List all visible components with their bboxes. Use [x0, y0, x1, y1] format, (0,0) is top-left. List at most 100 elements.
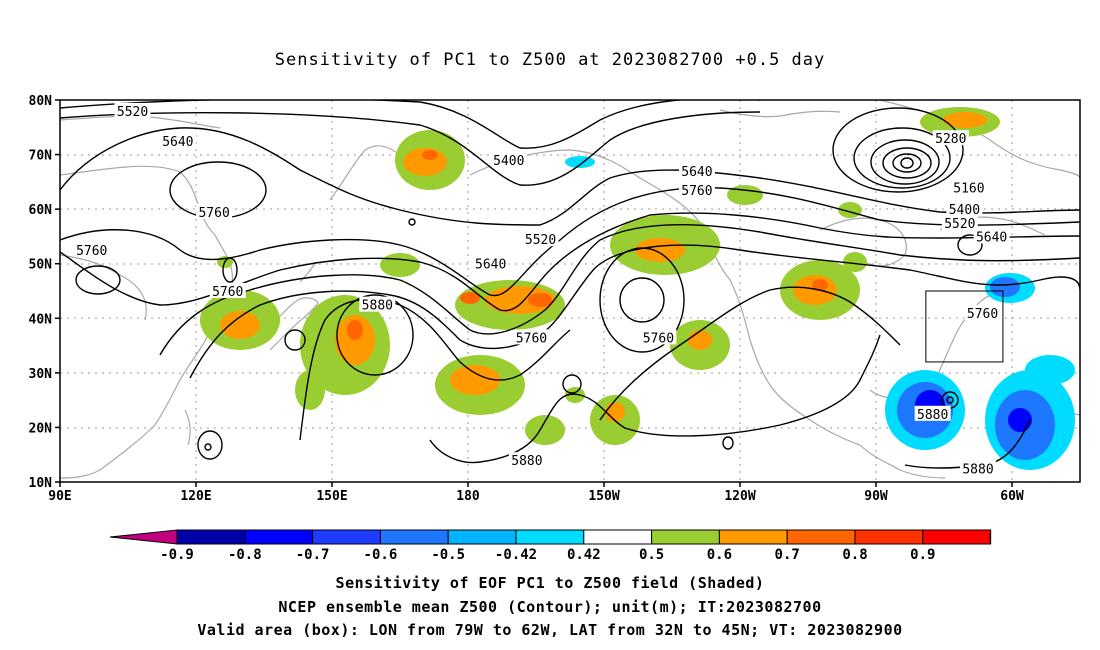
lat-label: 60N — [29, 203, 53, 218]
map-frame — [59, 99, 1081, 483]
contour-label: 5640 — [475, 258, 506, 273]
latitude-axis: 80N 70N 60N 50N 40N 30N 20N 10N — [29, 94, 60, 491]
contour-label: 5280 — [935, 132, 966, 147]
lon-label: 90W — [864, 489, 888, 504]
contour-labels: 5520564057605760576058805400552056405760… — [73, 102, 1010, 477]
contour-label-bg — [114, 102, 151, 118]
colorbar-swatch — [447, 529, 517, 545]
contour-label: 5160 — [953, 181, 984, 196]
colorbar-label: -0.7 — [296, 547, 330, 563]
contour-label-bg — [209, 283, 246, 298]
contour-label: 5880 — [362, 299, 393, 314]
contour-label-bg — [359, 296, 396, 312]
colorbar-label: -0.5 — [431, 547, 465, 563]
colorbar-label: -0.8 — [228, 547, 262, 563]
contour-label-bg — [513, 329, 550, 345]
lon-label: 150E — [316, 489, 347, 504]
lat-label: 80N — [29, 94, 53, 109]
lon-label: 120E — [180, 489, 211, 504]
contour-label-bg — [508, 452, 545, 468]
colorbar-label: 0.9 — [910, 547, 935, 563]
contour-label-bg — [932, 130, 969, 146]
contour-label-bg — [640, 329, 677, 345]
contour-label: 5760 — [212, 285, 243, 300]
lon-label: 120W — [724, 489, 755, 504]
contour-label: 5760 — [516, 331, 547, 346]
contour-label: 5640 — [976, 230, 1007, 245]
colorbar-swatch — [651, 529, 720, 545]
lon-label: 60W — [1000, 489, 1024, 504]
contour-label-bg — [159, 132, 196, 148]
lat-label: 30N — [29, 367, 53, 382]
contour-label-bg — [964, 304, 1001, 320]
contour-label-bg — [678, 182, 715, 198]
z500-contours — [60, 100, 1080, 469]
contour-label-bg — [472, 255, 509, 271]
colorbar-arrow-right — [989, 529, 992, 545]
contour-label-bg — [950, 179, 987, 195]
colorbar-swatch — [515, 529, 585, 545]
contour-label: 5880 — [917, 408, 948, 423]
colorbar-swatch — [244, 529, 314, 545]
contour-label-bg — [973, 228, 1010, 244]
contour-label-bg — [678, 162, 715, 178]
contour-label: 5640 — [162, 135, 193, 150]
colorbar-swatch — [583, 529, 653, 545]
longitude-axis: 90E 120E 150E 180 150W 120W 90W 60W — [48, 482, 1024, 504]
lat-label: 10N — [29, 476, 53, 491]
colorbar-swatch — [176, 529, 246, 545]
contour-label: 5760 — [967, 307, 998, 322]
negative-sensitivity-shading — [565, 156, 1075, 470]
colorbar-label: -0.9 — [160, 547, 194, 563]
colorbar-swatch — [379, 529, 449, 545]
contour-label-bg — [73, 242, 110, 258]
contour-label-bg — [946, 201, 983, 217]
contour-label-bg — [490, 152, 527, 168]
contour-label: 5520 — [944, 217, 975, 232]
contour-label-bg — [960, 460, 996, 476]
lat-label: 40N — [29, 312, 53, 327]
lat-label: 70N — [29, 149, 53, 164]
valid-area-box[interactable] — [925, 290, 1004, 363]
lat-label: 20N — [29, 421, 53, 436]
caption-line-3: Valid area (box): LON from 79W to 62W, L… — [197, 621, 903, 639]
colorbar-label: 0.6 — [707, 547, 732, 563]
colorbar-swatch — [786, 529, 856, 545]
contour-label: 5760 — [681, 184, 712, 199]
colorbar-swatch — [922, 529, 992, 545]
contour-label: 5880 — [511, 454, 542, 469]
colorbar-label: -0.42 — [495, 547, 537, 563]
colorbar-label: 0.5 — [639, 547, 664, 563]
contour-label: 5760 — [643, 331, 674, 346]
colorbar-swatch — [312, 529, 381, 545]
contour-label: 5520 — [525, 233, 556, 248]
contour-label: 5760 — [198, 206, 229, 221]
contour-label-bg — [914, 405, 951, 421]
colorbar-label: -0.6 — [364, 547, 398, 563]
colorbar-label: 0.8 — [842, 547, 867, 563]
caption-line-2: NCEP ensemble mean Z500 (Contour); unit(… — [278, 598, 822, 616]
caption-line-1: Sensitivity of EOF PC1 to Z500 field (Sh… — [335, 574, 765, 592]
colorbar — [109, 529, 992, 545]
map-title: Sensitivity of PC1 to Z500 at 2023082700… — [274, 50, 826, 70]
contour-label-bg — [196, 203, 233, 219]
colorbar-labels: -0.9 -0.8 -0.7 -0.6 -0.5 -0.42 0.42 0.5 0.6 0.7 0.… — [160, 547, 935, 563]
contour-label: 5400 — [949, 203, 980, 218]
lon-label: 180 — [456, 489, 480, 504]
contour-label: 5520 — [117, 105, 148, 120]
contour-label-bg — [941, 214, 978, 230]
colorbar-swatch — [854, 529, 924, 545]
colorbar-swatch — [718, 529, 788, 545]
lat-label: 50N — [29, 258, 53, 273]
contour-label-bg — [522, 231, 559, 247]
lon-label: 150W — [588, 489, 619, 504]
contour-label: 5640 — [681, 165, 712, 180]
colorbar-label: 0.42 — [567, 547, 601, 563]
colorbar-label: 0.7 — [775, 547, 800, 563]
contour-label: 5760 — [76, 244, 107, 259]
lon-label: 90E — [48, 489, 71, 504]
contour-label: 5880 — [962, 462, 993, 477]
contour-label: 5400 — [493, 154, 524, 169]
colorbar-arrow-left — [109, 529, 178, 545]
